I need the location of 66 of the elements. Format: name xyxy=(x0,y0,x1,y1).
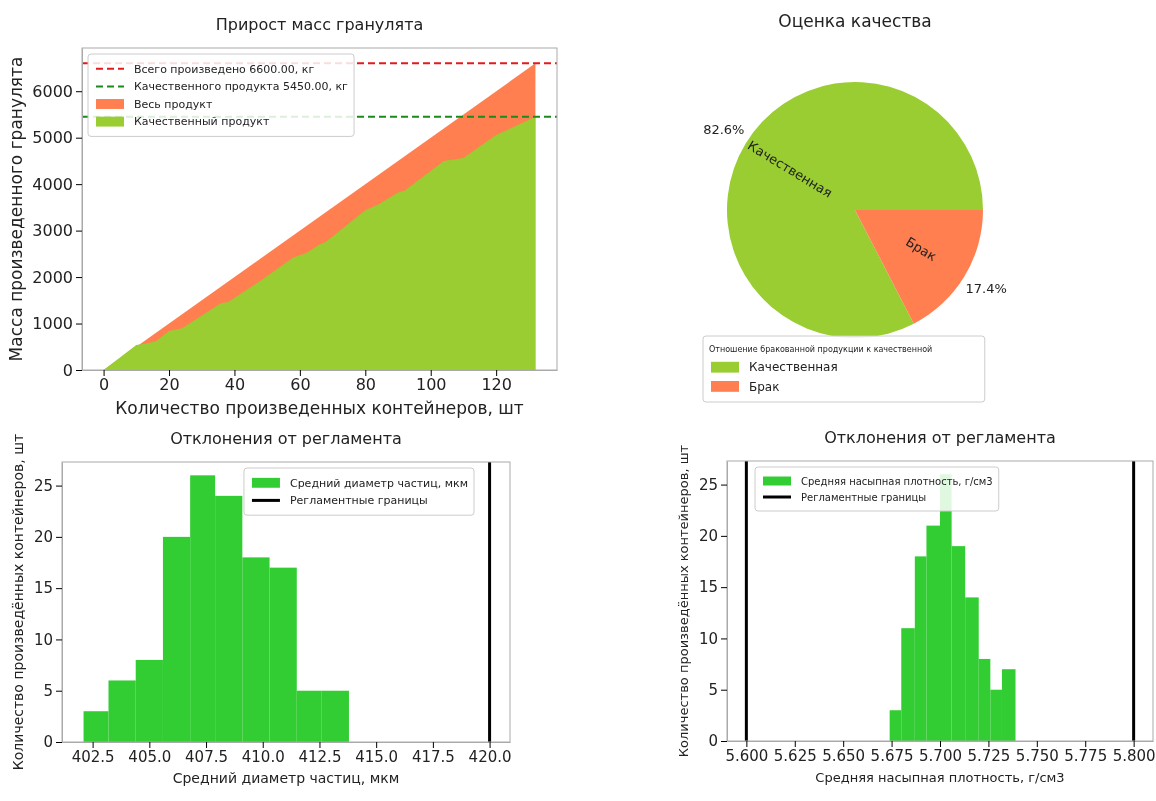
chart-title: Отклонения от регламента xyxy=(170,429,402,448)
y-tick-label: 10 xyxy=(698,629,718,648)
legend-label: Качественного продукта 5450.00, кг xyxy=(134,80,349,94)
x-tick-label: 5.650 xyxy=(822,746,866,765)
legend-title: Отношение бракованной продукции к качественной xyxy=(709,344,933,354)
x-tick-label: 402.5 xyxy=(71,747,115,766)
legend-label: Качественная xyxy=(749,360,838,375)
y-tick-label: 2000 xyxy=(32,267,73,287)
y-axis-title: Масса произведенного гранулята xyxy=(5,56,26,362)
x-tick-label: 5.600 xyxy=(725,746,769,765)
y-axis-title: Количество произведённых контейнеров, шт xyxy=(10,433,27,771)
x-tick-label: 40 xyxy=(224,375,246,395)
x-tick-label: 0 xyxy=(99,375,110,395)
x-tick-label: 5.775 xyxy=(1064,746,1108,765)
x-tick-label: 80 xyxy=(355,375,376,395)
x-tick-label: 405.0 xyxy=(128,747,172,766)
y-tick-label: 15 xyxy=(698,578,718,597)
x-tick-label: 420.0 xyxy=(468,747,512,766)
legend-label: Брак xyxy=(749,379,780,394)
data-label: 17.4% xyxy=(965,281,1007,297)
y-tick-label: 0 xyxy=(62,360,73,380)
chart-title: Прирост масс гранулята xyxy=(215,15,424,34)
x-tick-label: 412.5 xyxy=(298,747,342,766)
y-tick-label: 6000 xyxy=(32,81,73,101)
x-axis-title: Средняя насыпная плотность, г/см3 xyxy=(815,770,1065,785)
ref-line-label: Регламентные границы xyxy=(289,494,428,508)
chart-title: Отклонения от регламента xyxy=(824,428,1056,447)
x-tick-label: 5.625 xyxy=(773,746,817,765)
y-tick-label: 0 xyxy=(43,733,53,752)
y-tick-label: 3000 xyxy=(32,221,73,241)
legend-label: Средняя насыпная плотность, г/см3 xyxy=(801,475,993,487)
y-tick-label: 10 xyxy=(33,630,53,649)
x-tick-label: 415.0 xyxy=(355,747,399,766)
x-tick-label: 20 xyxy=(159,375,180,395)
x-tick-label: 417.5 xyxy=(411,747,455,766)
x-tick-label: 410.0 xyxy=(241,747,285,766)
x-tick-label: 5.800 xyxy=(1112,746,1156,765)
x-tick-label: 60 xyxy=(290,375,311,395)
y-tick-label: 15 xyxy=(33,579,53,598)
y-tick-label: 5 xyxy=(708,681,718,700)
legend-label: Качественный продукт xyxy=(134,115,270,129)
ref-line-label: Всего произведено 6600.00, кг xyxy=(134,62,315,76)
y-tick-label: 20 xyxy=(33,528,53,547)
y-tick-label: 20 xyxy=(698,527,718,546)
y-axis-title: Количество произведённых контейнеров, шт xyxy=(676,444,692,758)
x-tick-label: 100 xyxy=(415,375,447,395)
y-tick-label: 25 xyxy=(33,476,53,495)
y-tick-label: 4000 xyxy=(32,174,73,194)
x-tick-label: 407.5 xyxy=(185,747,229,766)
y-tick-label: 5000 xyxy=(32,128,73,148)
y-tick-label: 0 xyxy=(708,732,718,751)
x-tick-label: 120 xyxy=(481,375,512,395)
chart-title: Оценка качества xyxy=(778,11,932,31)
x-tick-label: 5.700 xyxy=(919,746,962,765)
data-label: 82.6% xyxy=(703,121,745,137)
ref-line-label: Регламентные границы xyxy=(801,491,927,503)
legend-label: Средний диаметр частиц, мкм xyxy=(289,476,468,490)
y-tick-label: 5 xyxy=(43,682,53,701)
x-axis-title: Средний диаметр частиц, мкм xyxy=(172,770,400,786)
x-axis-title: Количество произведенных контейнеров, шт xyxy=(115,398,524,418)
y-tick-label: 1000 xyxy=(32,314,73,334)
x-tick-label: 5.675 xyxy=(870,746,914,765)
legend-label: Весь продукт xyxy=(134,97,213,111)
x-tick-label: 5.750 xyxy=(1015,746,1059,765)
x-tick-label: 5.725 xyxy=(967,746,1011,765)
y-tick-label: 25 xyxy=(698,475,718,494)
